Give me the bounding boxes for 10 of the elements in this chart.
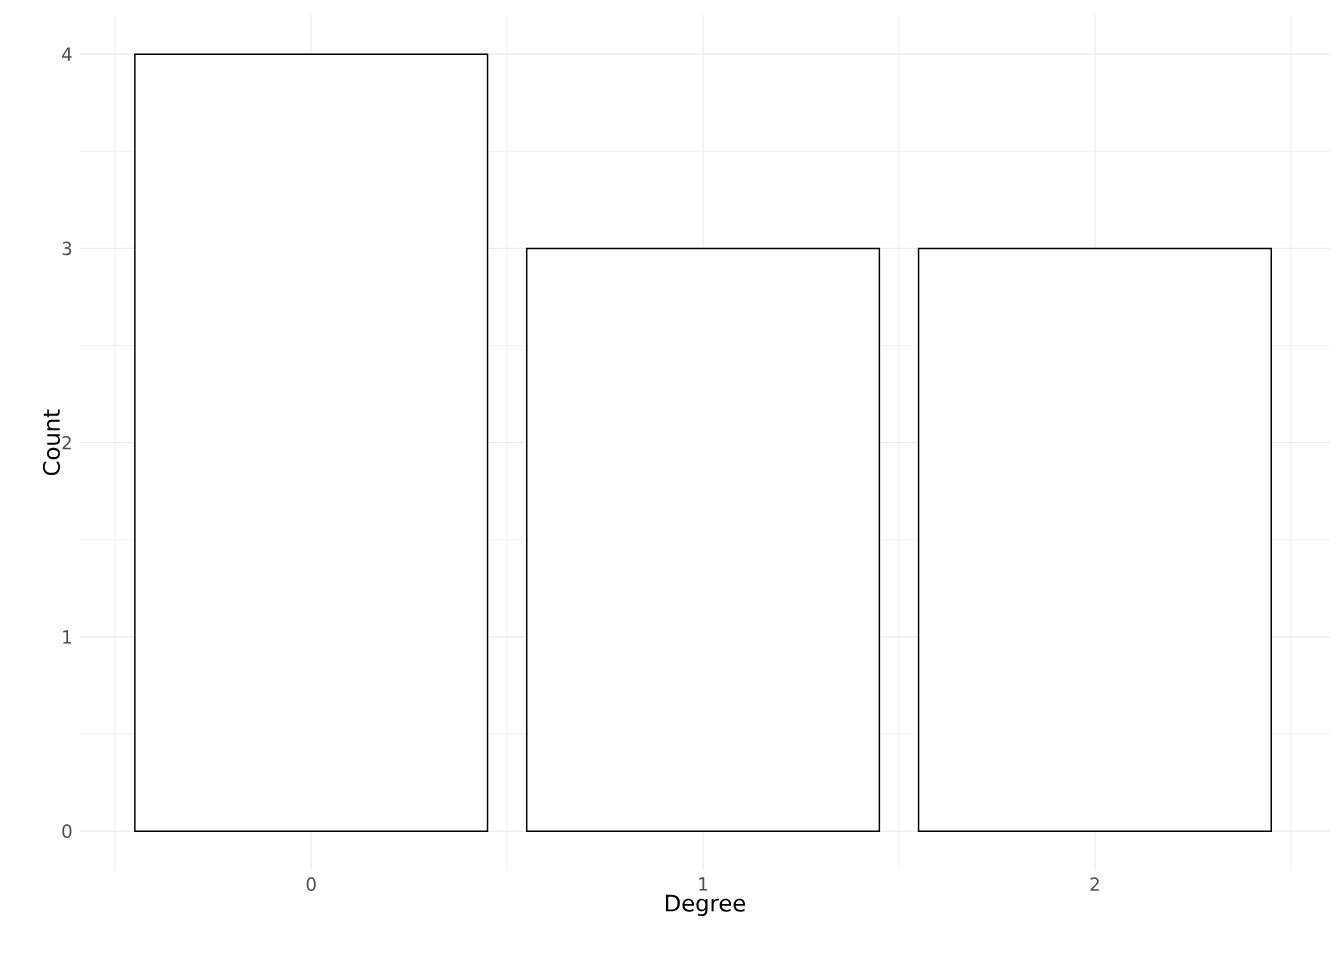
- x-tick-label: 0: [306, 877, 316, 891]
- y-axis-title: Count: [42, 409, 61, 476]
- x-tick-label: 1: [699, 877, 708, 891]
- y-tick-label: 0: [62, 824, 72, 838]
- x-tick-label: 2: [1090, 877, 1099, 891]
- x-axis-title: Degree: [665, 894, 746, 917]
- y-tick-label: 4: [62, 47, 72, 61]
- y-tick-label: 1: [63, 630, 71, 644]
- y-tick-label: 3: [62, 241, 72, 256]
- y-tick-label: 2: [62, 435, 71, 450]
